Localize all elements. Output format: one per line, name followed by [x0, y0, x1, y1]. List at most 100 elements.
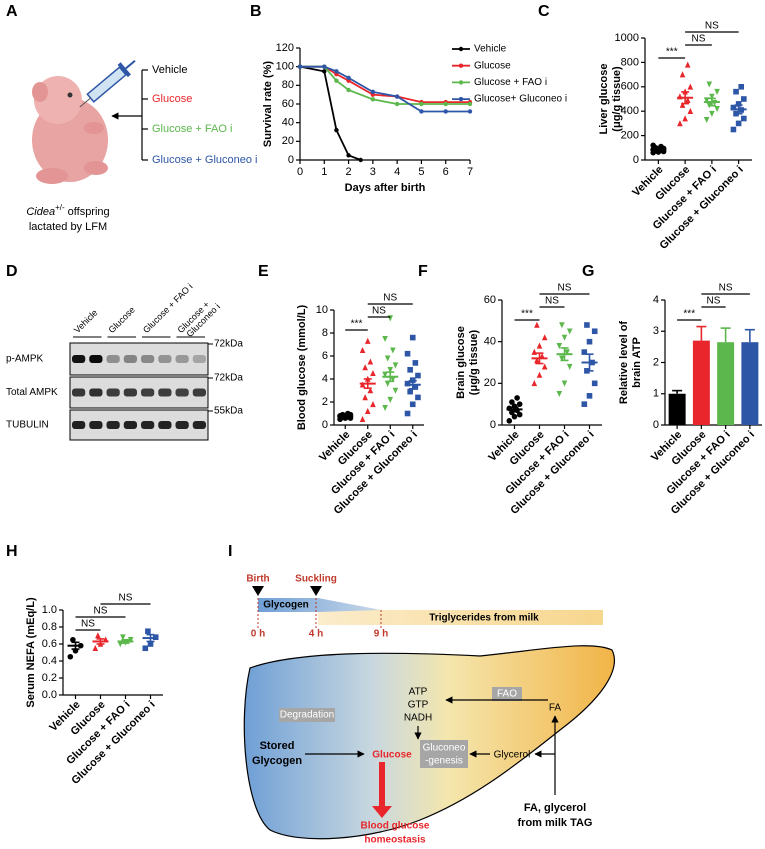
point	[387, 396, 394, 403]
panel-label: D	[6, 263, 18, 280]
point	[709, 93, 715, 100]
point	[741, 115, 747, 122]
y-axis-label: (μg/g tissue)	[468, 329, 480, 395]
band	[89, 355, 103, 363]
bar	[741, 342, 759, 425]
y-tick-label: 0.2	[42, 672, 57, 684]
point	[370, 369, 376, 377]
point	[684, 96, 691, 104]
y-tick-label: 0.8	[42, 621, 57, 633]
band	[158, 421, 172, 429]
band	[89, 388, 103, 397]
point	[384, 355, 391, 362]
point	[404, 350, 411, 357]
point	[364, 337, 371, 344]
caption: lactated by LFM	[29, 221, 107, 233]
legend-label: Glucose + FAO i	[474, 77, 547, 88]
point	[581, 401, 588, 407]
point	[394, 94, 400, 99]
point	[534, 321, 540, 328]
y-tick-label: 0	[653, 419, 659, 431]
band	[106, 421, 120, 429]
significance-label: NS	[692, 34, 706, 45]
point	[536, 371, 543, 378]
legend-swatch	[458, 80, 464, 85]
y-tick-label: 20	[282, 135, 294, 147]
treatment: Glucose	[152, 93, 192, 105]
point	[679, 101, 686, 108]
source-label: FA, glycerol	[524, 802, 586, 814]
degradation-label: Degradation	[280, 710, 334, 721]
y-tick-label: 2	[322, 396, 328, 408]
point	[390, 347, 396, 354]
point	[586, 338, 593, 345]
point	[709, 110, 715, 117]
y-tick-label: 4	[322, 373, 328, 385]
x-tick-label: 3	[370, 166, 376, 178]
point	[511, 413, 518, 420]
y-tick-label: 4	[653, 294, 659, 306]
significance-label: NS	[545, 296, 559, 307]
point	[687, 83, 694, 90]
band	[158, 388, 172, 397]
point	[412, 360, 419, 366]
significance-label: NS	[372, 306, 386, 317]
point	[409, 401, 416, 408]
source-label: from milk TAG	[518, 817, 593, 829]
point	[370, 401, 376, 408]
point	[390, 376, 396, 383]
point	[120, 634, 126, 641]
point	[334, 127, 339, 133]
significance-label: NS	[94, 606, 108, 617]
x-tick-label: 1	[321, 166, 327, 178]
point	[541, 334, 548, 341]
point	[297, 64, 303, 69]
band	[175, 421, 189, 429]
panel-label: F	[418, 263, 428, 280]
y-tick-label: 6	[322, 350, 328, 362]
band	[106, 388, 120, 397]
y-tick-label: 0.6	[42, 638, 57, 650]
fao-label: FAO	[497, 689, 517, 700]
y-axis-label: Survival rate (%)	[262, 61, 274, 148]
point	[581, 349, 588, 355]
y-tick-label: 60	[484, 294, 496, 306]
x-tick-label: 6	[443, 166, 449, 178]
point	[650, 142, 656, 149]
y-tick-label: 0.4	[42, 655, 57, 667]
y-tick-label: 0.0	[42, 689, 57, 701]
energy: ATP	[409, 687, 428, 698]
point	[735, 120, 742, 127]
event: Suckling	[295, 574, 337, 585]
significance-label: NS	[719, 283, 733, 294]
panel-label: H	[6, 543, 18, 560]
y-tick-label: 200	[621, 130, 639, 142]
point	[367, 358, 374, 365]
point	[367, 387, 374, 394]
point	[362, 364, 368, 371]
point	[147, 641, 154, 647]
time: 9 h	[374, 629, 388, 640]
point	[145, 628, 151, 635]
point	[370, 89, 376, 95]
x-tick-label: 2	[346, 166, 352, 178]
band	[72, 421, 86, 429]
band	[72, 355, 86, 363]
point	[679, 71, 686, 78]
point	[359, 415, 366, 423]
significance-label: NS	[558, 283, 572, 294]
band	[123, 355, 137, 363]
output-label: Blood glucose	[361, 821, 430, 832]
genotype: +/-	[55, 203, 65, 212]
point	[735, 101, 742, 107]
point	[409, 334, 416, 341]
point	[564, 349, 570, 356]
point	[591, 380, 598, 387]
point	[362, 394, 368, 401]
y-tick-label: 40	[282, 117, 294, 129]
band	[72, 388, 86, 397]
legend-label: Vehicle	[474, 44, 507, 55]
point	[384, 380, 391, 387]
point	[561, 380, 568, 387]
